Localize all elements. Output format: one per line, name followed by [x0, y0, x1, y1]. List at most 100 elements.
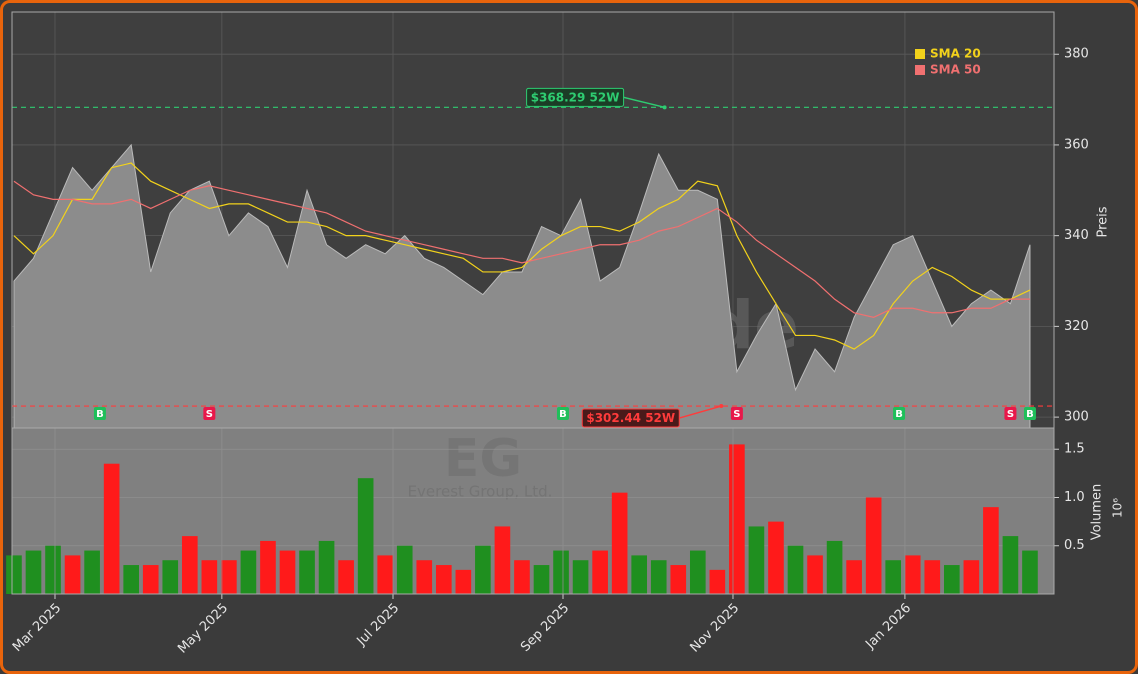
volume-bar — [1002, 536, 1019, 594]
volume-bar — [904, 555, 921, 594]
x-tick-label: Sep 2025 — [518, 601, 572, 655]
volume-bar — [25, 550, 42, 594]
volume-bar — [201, 560, 218, 594]
volume-bar — [123, 565, 140, 594]
watermark-symbol: EG — [444, 429, 522, 489]
volume-bar — [494, 526, 511, 594]
signal-marker — [1004, 407, 1017, 420]
signal-marker — [556, 407, 569, 420]
sma-line — [13, 162, 1031, 350]
y-axis-label: Preis — [1096, 206, 1111, 237]
signal-label: B — [96, 409, 104, 420]
volume-frame — [11, 427, 1055, 595]
signal-label: S — [206, 409, 213, 420]
close-area — [13, 143, 1031, 429]
volume-bar — [826, 540, 843, 594]
volume-bar — [396, 545, 413, 594]
volume-bar — [1022, 550, 1038, 594]
legend-swatch — [915, 65, 925, 75]
volume-bar — [357, 478, 374, 594]
volume-bar — [611, 492, 628, 594]
legend-label: SMA 20 — [930, 47, 981, 61]
volume-bar — [533, 565, 550, 594]
y-multiplier: 10⁶ — [1111, 498, 1125, 518]
signal-marker — [730, 407, 743, 420]
signal-marker — [203, 407, 216, 420]
annotation-point — [662, 105, 667, 110]
volume-bar — [924, 560, 941, 594]
x-tick-label: May 2025 — [175, 601, 231, 657]
volume-bar — [807, 555, 823, 594]
signal-label: B — [1026, 409, 1034, 420]
volume-bar — [768, 521, 784, 594]
volume-bar — [748, 526, 765, 594]
volume-bar — [318, 540, 335, 594]
volume-bar — [572, 560, 589, 594]
y-tick-label: 0.5 — [1064, 538, 1085, 553]
volume-bar — [963, 560, 980, 594]
y-tick-label: 380 — [1064, 47, 1089, 62]
volume-bar — [435, 565, 452, 594]
volume-bar — [181, 536, 198, 594]
y-tick-label: 300 — [1064, 410, 1089, 425]
signal-label: B — [895, 409, 903, 420]
watermark-company: Everest Group, Ltd. — [408, 483, 553, 501]
volume-bar — [983, 507, 999, 594]
volume-bar — [689, 550, 706, 594]
volume-bar — [6, 555, 22, 594]
volume-bar — [709, 569, 726, 594]
volume-bar — [142, 565, 159, 594]
volume-bar — [631, 555, 648, 594]
annotation-arrow — [679, 405, 722, 419]
annotation-label: $302.44 52W — [586, 411, 675, 425]
x-tick-label: Jul 2025 — [354, 601, 403, 650]
volume-bar — [416, 560, 433, 594]
annotation-box — [581, 408, 680, 428]
volume-bar — [553, 550, 569, 594]
volume-bar — [592, 550, 608, 594]
volume-bar — [162, 560, 179, 594]
signal-label: S — [1007, 409, 1014, 420]
volume-bar — [84, 550, 100, 594]
annotation-box — [526, 87, 625, 107]
volume-bar — [514, 560, 530, 594]
volume-bar — [455, 569, 472, 594]
volume-bar — [729, 444, 745, 594]
volume-bar — [377, 555, 394, 594]
volume-bar — [260, 540, 276, 594]
volume-bar — [787, 545, 804, 594]
x-tick-label: Mar 2025 — [10, 601, 64, 655]
signal-marker — [93, 407, 106, 420]
legend-swatch — [915, 49, 925, 59]
volume-bar — [338, 560, 354, 594]
volume-bar — [846, 560, 862, 594]
volume-bar — [221, 560, 237, 594]
sma-line — [13, 180, 1030, 318]
signal-marker — [1023, 407, 1036, 420]
volume-bar — [943, 565, 960, 594]
y-tick-label: 360 — [1064, 137, 1089, 152]
volume-bar — [475, 545, 491, 594]
volume-bar — [240, 550, 257, 594]
volume-bar — [670, 565, 687, 594]
volume-bar — [279, 550, 296, 594]
x-tick-label: Nov 2025 — [687, 601, 742, 656]
signal-label: S — [733, 409, 740, 420]
y-tick-label: 340 — [1064, 228, 1089, 243]
legend-label: SMA 50 — [930, 63, 981, 77]
y-tick-label: 1.5 — [1064, 442, 1085, 457]
volume-bar — [45, 545, 61, 594]
annotation-point — [719, 404, 724, 409]
y-tick-label: 320 — [1064, 319, 1089, 334]
volume-bar — [64, 555, 81, 594]
y-tick-label: 1.0 — [1064, 490, 1085, 505]
x-tick-label: Jan 2026 — [862, 601, 914, 653]
signal-label: B — [559, 409, 567, 420]
volume-bar — [650, 560, 667, 594]
volume-bar — [865, 497, 882, 594]
volume-bar — [299, 550, 315, 594]
signal-marker — [893, 407, 906, 420]
volume-bar — [103, 463, 120, 594]
